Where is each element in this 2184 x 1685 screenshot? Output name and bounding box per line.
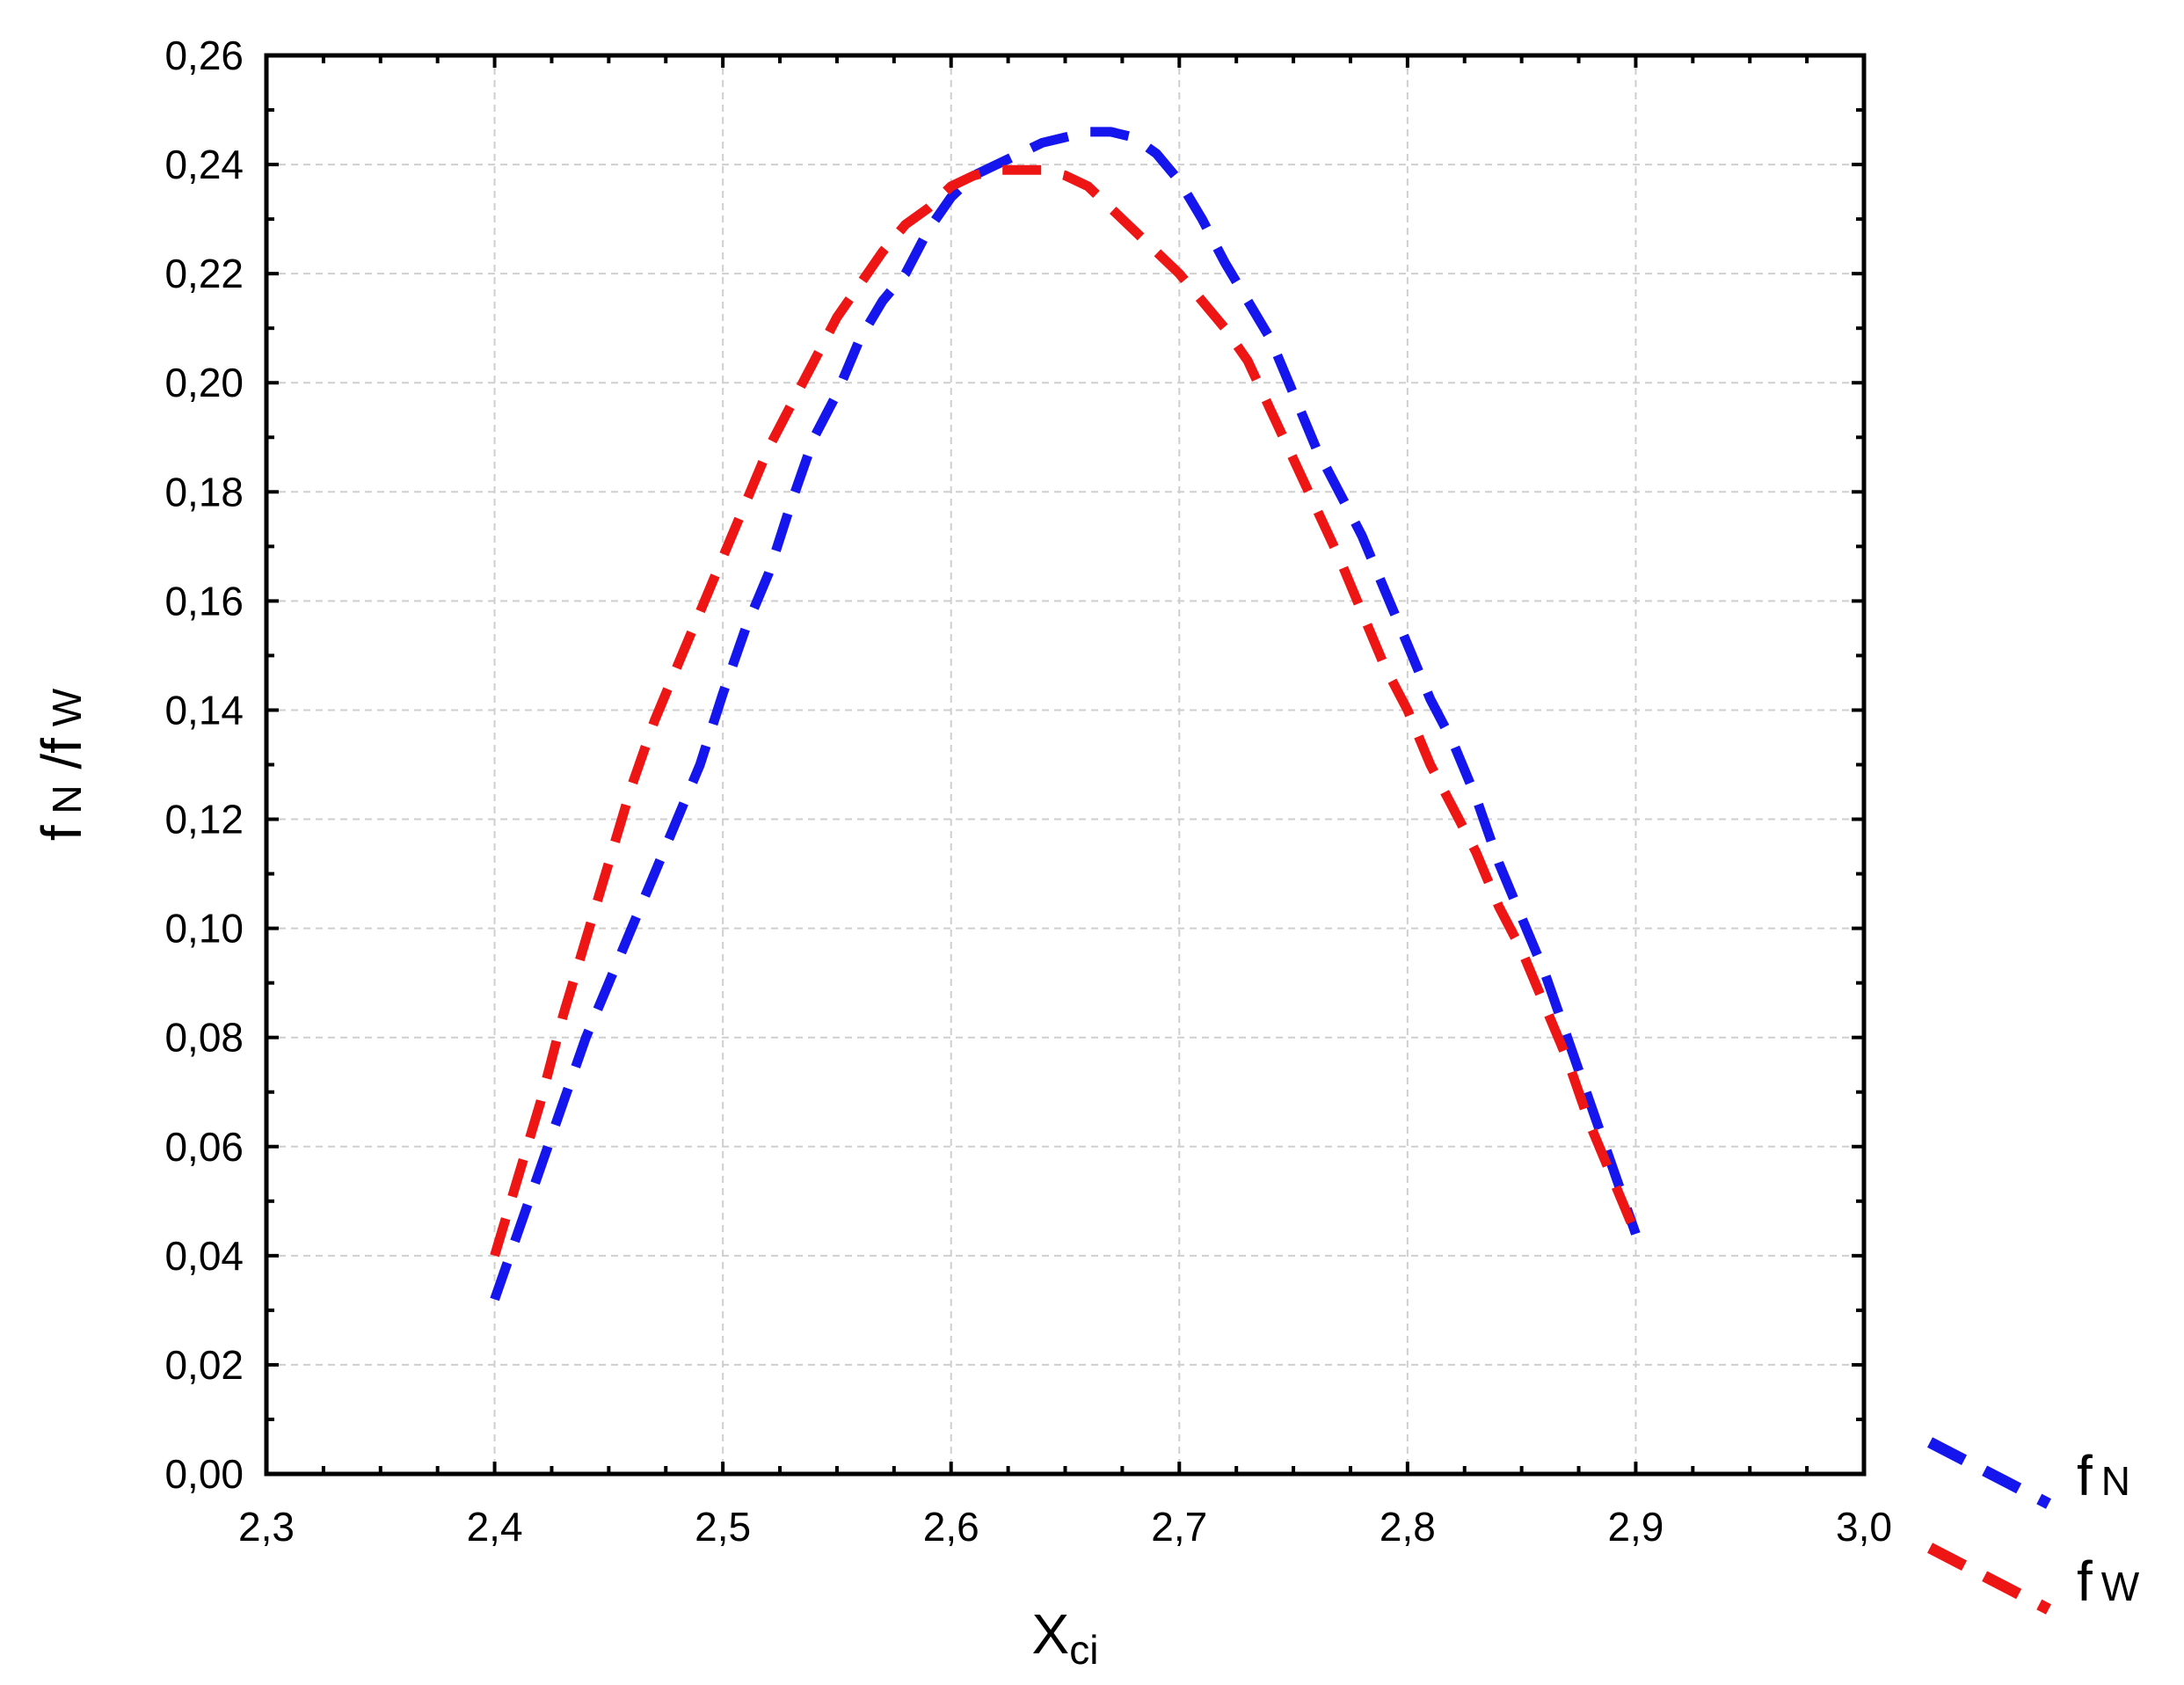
series-line-fN	[490, 127, 1641, 1302]
legend-label-main: f	[2077, 1550, 2093, 1613]
x-tick-labels: 2,3 2,4 2,5 2,6 2,7 2,8 2,9 3,0	[238, 1504, 1892, 1550]
x-tick-label: 2,6	[923, 1504, 979, 1550]
y-tick-label: 0,20	[164, 360, 244, 405]
x-tick-label: 3,0	[1836, 1504, 1892, 1550]
y-tick-label: 0,18	[164, 469, 244, 514]
x-tick-label: 2,3	[238, 1504, 295, 1550]
y-axis-label-main: /	[30, 754, 93, 785]
grid	[266, 55, 1864, 1474]
y-tick-label: 0,24	[164, 142, 244, 187]
series-layer	[490, 127, 1641, 1302]
legend-label-main: f	[2077, 1444, 2093, 1507]
y-tick-label: 0,26	[164, 33, 244, 78]
y-tick-label: 0,22	[164, 251, 244, 296]
y-tick-label: 0,06	[164, 1124, 244, 1170]
y-axis-label-main: f	[30, 738, 93, 754]
x-axis-label-main: X	[1032, 1602, 1070, 1666]
y-tick-label: 0,14	[164, 687, 244, 733]
legend-label-sub: N	[2101, 1458, 2130, 1504]
y-tick-label: 0,02	[164, 1342, 244, 1388]
y-tick-labels: 0,00 0,02 0,04 0,06 0,08 0,10 0,12 0,14 0,16 0,18…	[164, 33, 244, 1497]
legend-swatch-fW	[1927, 1543, 2051, 1615]
y-axis-label-sub: N	[44, 784, 90, 825]
y-tick-label: 0,12	[164, 797, 244, 842]
y-tick-label: 0,04	[164, 1233, 244, 1279]
y-tick-label: 0,08	[164, 1015, 244, 1061]
y-axis-label-sub: W	[44, 688, 90, 738]
legend: f Nf W	[1927, 1437, 2140, 1615]
legend-swatch-fN	[1927, 1437, 2051, 1509]
plot-frame	[264, 53, 1867, 1477]
y-axis-label: f N /f W	[30, 688, 93, 841]
x-tick-label: 2,5	[695, 1504, 751, 1550]
x-tick-label: 2,9	[1607, 1504, 1663, 1550]
x-axis-label-sub: ci	[1069, 1627, 1098, 1673]
y-tick-label: 0,16	[164, 578, 244, 624]
y-tick-label: 0,00	[164, 1451, 244, 1497]
x-tick-label: 2,7	[1151, 1504, 1207, 1550]
series-line-fW	[490, 164, 1641, 1258]
x-tick-label: 2,8	[1380, 1504, 1436, 1550]
y-axis-label-main: f	[30, 825, 93, 841]
x-axis-label: Xci	[1032, 1602, 1099, 1673]
y-tick-label: 0,10	[164, 906, 244, 952]
x-tick-label: 2,4	[467, 1504, 523, 1550]
legend-label-sub: W	[2101, 1564, 2140, 1609]
